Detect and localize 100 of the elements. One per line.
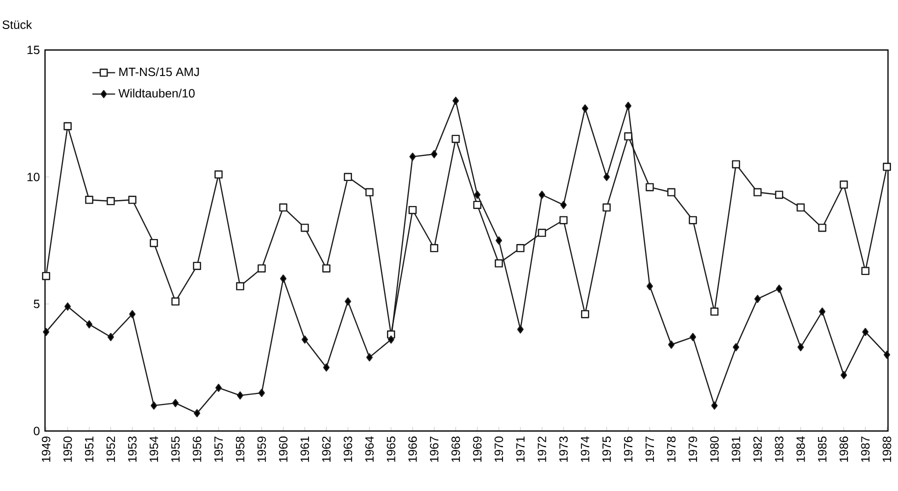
x-tick-label: 1975 <box>602 436 611 462</box>
point <box>322 264 330 272</box>
x-tick-label: 1973 <box>559 436 568 462</box>
point <box>128 196 136 204</box>
x-tick-label: 1965 <box>386 436 396 462</box>
x-tick-label: 1955 <box>171 436 180 462</box>
point <box>494 259 503 268</box>
point <box>409 152 416 161</box>
point <box>42 272 50 280</box>
x-tick-label: 1987 <box>861 436 870 462</box>
x-tick-label: 1954 <box>150 436 158 462</box>
point <box>624 132 632 140</box>
point <box>172 398 179 408</box>
point <box>64 302 71 311</box>
point <box>711 402 718 410</box>
point <box>840 180 848 189</box>
x-tick-label: 1963 <box>344 436 352 462</box>
x-tick-label: 1971 <box>516 436 525 462</box>
x-tick-label: 1960 <box>278 436 288 462</box>
point <box>474 190 480 199</box>
x-tick-label: 1949 <box>42 436 50 462</box>
x-tick-label: 1972 <box>538 436 546 462</box>
x-tick-label: 1970 <box>494 436 504 462</box>
point <box>559 216 568 224</box>
point <box>496 236 502 245</box>
point <box>819 308 826 316</box>
point <box>344 297 352 306</box>
x-tick-label: 1977 <box>646 436 654 462</box>
x-tick-label: 1962 <box>322 436 331 462</box>
x-tick-label: 1958 <box>236 436 244 462</box>
point <box>517 325 524 334</box>
point <box>192 262 202 270</box>
point <box>344 172 352 182</box>
x-tick-label: 1983 <box>774 436 784 462</box>
point <box>667 188 676 196</box>
point <box>366 353 373 362</box>
point <box>818 224 826 232</box>
point <box>602 203 611 212</box>
legend-label: Wildtauben/10 <box>118 88 195 98</box>
point <box>85 196 94 204</box>
x-tick-label: 1980 <box>710 436 719 462</box>
point <box>215 384 222 392</box>
x-tick-label: 1981 <box>732 436 740 462</box>
y-tick-label: 5 <box>34 300 40 308</box>
point <box>236 391 244 400</box>
point <box>214 170 223 179</box>
point <box>538 190 546 199</box>
point <box>646 282 653 290</box>
point <box>258 264 266 272</box>
point <box>710 308 719 316</box>
point <box>388 335 394 344</box>
x-tick-label: 1964 <box>365 436 374 462</box>
x-tick-label: 1968 <box>451 436 460 462</box>
x-tick-label: 1969 <box>473 436 482 462</box>
x-tick-label: 1967 <box>430 436 438 462</box>
point <box>884 350 890 359</box>
point <box>560 200 567 209</box>
point <box>452 134 460 143</box>
point <box>776 284 782 293</box>
point <box>882 162 891 171</box>
point <box>430 150 438 158</box>
point <box>796 203 805 212</box>
point <box>150 402 158 410</box>
y-axis-title: Stück <box>2 20 32 29</box>
point <box>171 297 180 306</box>
point <box>861 266 870 276</box>
x-tick-label: 1984 <box>796 436 805 462</box>
x-tick-label: 1966 <box>408 436 417 462</box>
point <box>797 343 804 352</box>
x-tick-label: 1974 <box>580 436 590 462</box>
point <box>732 343 740 352</box>
point <box>688 216 697 224</box>
point <box>236 282 244 290</box>
point <box>754 294 761 303</box>
point <box>365 188 374 196</box>
point <box>323 363 330 372</box>
point <box>732 160 740 168</box>
point <box>581 310 590 318</box>
point <box>64 122 72 130</box>
x-tick-label: 1979 <box>688 436 698 462</box>
point <box>408 206 417 214</box>
point <box>300 224 309 232</box>
point <box>840 371 848 380</box>
point <box>625 102 632 110</box>
x-tick-label: 1988 <box>882 436 892 462</box>
x-tick-label: 1953 <box>128 436 137 462</box>
point <box>279 203 288 212</box>
x-tick-label: 1952 <box>106 436 116 462</box>
point <box>646 183 654 192</box>
point <box>516 244 524 252</box>
point <box>194 409 200 418</box>
x-tick-label: 1956 <box>192 436 202 462</box>
point <box>582 104 588 112</box>
point <box>775 190 784 199</box>
point <box>668 340 675 349</box>
x-tick-label: 1950 <box>63 436 72 462</box>
point <box>754 188 762 196</box>
point <box>538 228 546 237</box>
point <box>280 274 286 283</box>
point <box>129 310 136 318</box>
